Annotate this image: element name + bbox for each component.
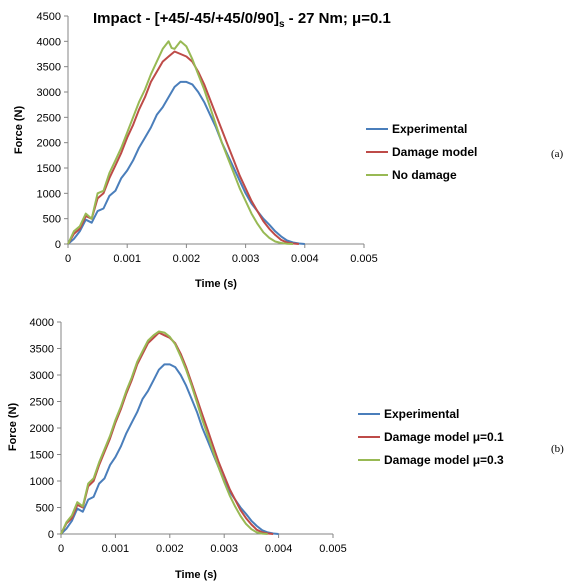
x-tick-label: 0.005 xyxy=(350,253,378,265)
chart-a-axes: 0 500 1000 1500 2000 2500 3000 3500 4000 4500 0 0.0… xyxy=(37,11,378,265)
x-tick-label: 0.004 xyxy=(265,543,293,555)
chart-a: Impact - [+45/-45/+45/0/90]s - 27 Nm; μ=… xyxy=(13,10,564,290)
y-tick-label: 3000 xyxy=(37,87,61,99)
series-line-2 xyxy=(67,50,299,245)
chart-b-series xyxy=(60,330,279,535)
y-tick-label: 1500 xyxy=(37,163,61,175)
x-tick-label: 0 xyxy=(58,543,64,555)
x-tick-label: 0.001 xyxy=(102,543,130,555)
legend-label-3: Damage model μ=0.3 xyxy=(384,453,504,467)
series-line-3 xyxy=(67,40,294,245)
y-tick-label: 2000 xyxy=(37,138,61,150)
y-tick-label: 1000 xyxy=(30,476,54,488)
y-tick-label: 3500 xyxy=(30,344,54,356)
chart-b: 0 500 1000 1500 2000 2500 3000 3500 4000 0 0.001 0.… xyxy=(7,317,564,581)
chart-b-x-axis-label: Time (s) xyxy=(175,569,217,581)
chart-a-y-axis-label: Force (N) xyxy=(13,106,25,155)
y-tick-label: 500 xyxy=(43,214,61,226)
chart-b-legend: Experimental Damage model μ=0.1 Damage mod… xyxy=(358,407,504,467)
x-tick-label: 0 xyxy=(65,253,71,265)
y-tick-label: 0 xyxy=(48,529,54,541)
legend-label-2: Damage model xyxy=(392,145,477,159)
chart-b-panel-label: (b) xyxy=(551,443,564,455)
y-tick-label: 3000 xyxy=(30,370,54,382)
legend-label-1: Experimental xyxy=(384,407,459,421)
x-tick-label: 0.001 xyxy=(113,253,141,265)
x-tick-label: 0.005 xyxy=(319,543,347,555)
chart-a-legend: Experimental Damage model No damage xyxy=(366,122,477,182)
x-tick-label: 0.002 xyxy=(156,543,184,555)
y-tick-label: 0 xyxy=(55,239,61,251)
series-line-1 xyxy=(60,363,279,535)
y-tick-label: 1500 xyxy=(30,450,54,462)
y-tick-label: 4000 xyxy=(37,36,61,48)
y-tick-label: 500 xyxy=(36,503,54,515)
y-tick-label: 4500 xyxy=(37,11,61,23)
legend-label-2: Damage model μ=0.1 xyxy=(384,430,504,444)
chart-b-axes: 0 500 1000 1500 2000 2500 3000 3500 4000 0 0.001 0.… xyxy=(30,317,347,555)
chart-a-series xyxy=(67,40,305,245)
x-tick-label: 0.004 xyxy=(291,253,319,265)
y-tick-label: 2500 xyxy=(30,397,54,409)
chart-a-x-axis-label: Time (s) xyxy=(195,278,237,290)
x-tick-label: 0.002 xyxy=(173,253,201,265)
legend-label-1: Experimental xyxy=(392,122,467,136)
series-line-3 xyxy=(60,330,268,535)
legend-label-3: No damage xyxy=(392,168,457,182)
y-tick-label: 4000 xyxy=(30,317,54,329)
x-tick-label: 0.003 xyxy=(210,543,238,555)
series-line-2 xyxy=(60,331,274,535)
y-tick-label: 3500 xyxy=(37,62,61,74)
chart-a-title: Impact - [+45/-45/+45/0/90]s - 27 Nm; μ=… xyxy=(93,10,391,30)
y-tick-label: 2000 xyxy=(30,423,54,435)
x-tick-label: 0.003 xyxy=(232,253,260,265)
chart-a-panel-label: (a) xyxy=(551,148,564,160)
series-line-1 xyxy=(67,80,305,245)
y-tick-label: 2500 xyxy=(37,112,61,124)
y-tick-label: 1000 xyxy=(37,188,61,200)
chart-b-y-axis-label: Force (N) xyxy=(7,403,19,452)
